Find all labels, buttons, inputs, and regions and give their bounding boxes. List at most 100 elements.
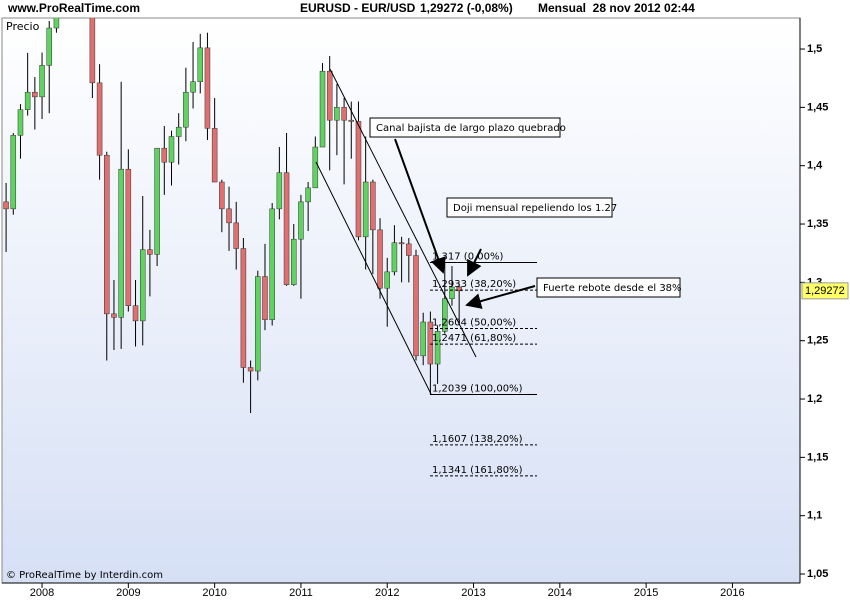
candle-body <box>391 242 398 273</box>
candle-body <box>283 172 290 285</box>
note-text: Canal bajista de largo plazo quebrado <box>376 123 566 134</box>
candle-body <box>247 367 254 372</box>
candle-body <box>219 181 225 210</box>
fib-label: 1,2039 (100,00%) <box>432 383 523 394</box>
candle-body <box>341 107 347 121</box>
note-box <box>536 277 681 298</box>
candle-body <box>434 331 441 365</box>
candle-body <box>362 181 369 238</box>
candle-body <box>161 147 168 163</box>
candle-body <box>355 121 362 238</box>
fib-label: 1,2604 (50,00%) <box>432 318 516 329</box>
candle-body <box>96 82 103 156</box>
fibonacci: 1,317 (0,00%) 1,2933 (38,20%) 1,2604 (50,0… <box>430 252 537 477</box>
note-text: Doji mensual repeliendo los 1.27 <box>453 203 617 214</box>
candle-body <box>17 109 24 136</box>
candle-body <box>3 201 9 210</box>
x-tick-label: 2015 <box>634 587 658 599</box>
arrow <box>467 248 482 277</box>
quote: 1,29272 (-0,08%) <box>420 1 513 15</box>
candle-body <box>139 249 146 322</box>
fib-label: 1,317 (0,00%) <box>432 252 503 263</box>
candle-body <box>427 321 434 365</box>
arrow <box>465 285 536 309</box>
candle-body <box>132 305 139 322</box>
candle-body <box>226 208 232 224</box>
x-tick-label: 2010 <box>202 587 226 599</box>
candle-body <box>276 172 283 210</box>
price-tag <box>801 282 849 300</box>
candle-body <box>154 147 160 255</box>
candle-body <box>312 146 319 189</box>
candle-body <box>32 91 38 98</box>
candle-body <box>298 201 304 240</box>
candle-body <box>46 27 52 66</box>
candle-body <box>420 321 426 357</box>
note-box <box>369 117 561 138</box>
x-tick-label: 2013 <box>461 587 485 599</box>
candle-body <box>456 286 462 292</box>
candle-body <box>370 181 376 231</box>
candle-body <box>377 229 383 289</box>
candle-body <box>39 65 45 98</box>
candle-body <box>305 187 311 203</box>
candle-body <box>24 91 31 110</box>
fib-label: 1,2933 (38,20%) <box>432 279 516 290</box>
candle-body <box>111 313 117 318</box>
candle-body <box>262 276 268 320</box>
candle-body <box>290 238 297 285</box>
candle-body <box>104 154 110 315</box>
candle-body <box>413 255 419 357</box>
channel-upper <box>329 68 477 358</box>
candle-body <box>10 135 17 210</box>
candle-body <box>211 128 218 183</box>
y-tick-label: 1,15 <box>807 451 828 463</box>
price-tag-label: 1,29272 <box>805 285 845 297</box>
note-box <box>446 197 613 218</box>
annotation: Canal bajista de largo plazo quebrado <box>369 117 566 274</box>
candle-body <box>406 243 412 256</box>
candle-body <box>118 168 124 318</box>
fib-label: 1,2471 (61,80%) <box>432 333 516 344</box>
candle-body <box>449 286 455 299</box>
x-tick-label: 2012 <box>375 587 399 599</box>
candle-body <box>89 18 96 84</box>
candle-body <box>147 249 153 255</box>
candle-body <box>190 81 196 93</box>
period: Mensual 28 nov 2012 02:44 <box>538 1 695 15</box>
candle-body <box>53 18 60 29</box>
candle-body <box>384 271 390 289</box>
x-tick-label: 2016 <box>720 587 744 599</box>
y-tick-label: 1,25 <box>807 335 828 347</box>
y-tick-label: 1,5 <box>807 43 822 55</box>
note-text: Fuerte rebote desde el 38% <box>543 283 682 294</box>
candles <box>3 18 462 414</box>
channel <box>315 68 477 395</box>
channel-lower <box>315 161 432 395</box>
candle-body <box>204 47 211 129</box>
arrow <box>394 138 446 274</box>
candle-body <box>183 91 189 128</box>
x-tick-label: 2008 <box>30 587 54 599</box>
y-tick-label: 1,35 <box>807 218 828 230</box>
candle-body <box>348 119 355 122</box>
candle-body <box>326 70 333 121</box>
annotation: Doji mensual repeliendo los 1.27 <box>446 197 617 277</box>
y-tick-label: 1,05 <box>807 568 828 580</box>
candle-body <box>125 168 132 306</box>
x-tick-label: 2011 <box>289 587 313 599</box>
candle-body <box>334 107 340 121</box>
site-name: www.ProRealTime.com <box>7 1 140 15</box>
y-tick-label: 1,4 <box>807 160 823 172</box>
candle-body <box>255 276 261 372</box>
candle-body <box>175 126 182 137</box>
fib-label: 1,1341 (161,80%) <box>432 465 523 476</box>
y-tick-label: 1,2 <box>807 393 822 405</box>
candle-body <box>168 136 175 163</box>
candle-body <box>240 248 247 368</box>
candle-body <box>233 222 239 249</box>
candle-body <box>398 242 405 245</box>
y-tick-label: 1,1 <box>807 510 822 522</box>
